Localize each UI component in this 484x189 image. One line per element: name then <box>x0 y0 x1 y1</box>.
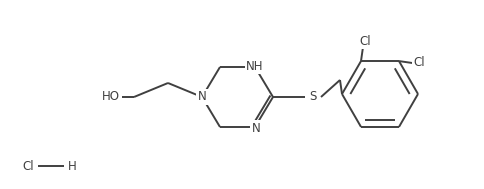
Text: H: H <box>68 160 76 173</box>
Text: HO: HO <box>102 91 120 104</box>
Text: S: S <box>309 91 317 104</box>
Text: Cl: Cl <box>22 160 34 173</box>
Text: N: N <box>197 91 206 104</box>
Text: Cl: Cl <box>359 35 371 48</box>
Text: NH: NH <box>246 60 264 73</box>
Text: N: N <box>252 122 260 135</box>
Text: Cl: Cl <box>413 56 425 69</box>
